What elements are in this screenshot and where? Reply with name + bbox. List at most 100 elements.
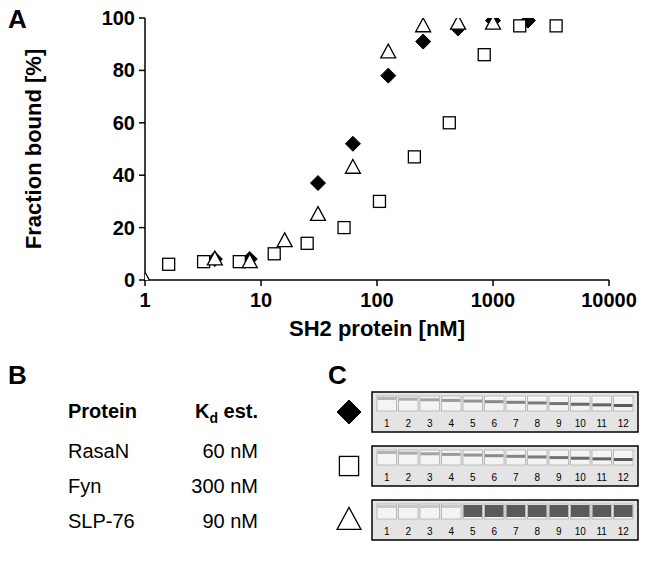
y-tick-label: 100 <box>102 7 135 29</box>
point <box>381 68 396 83</box>
y-axis-label: Fraction bound [%] <box>21 49 46 249</box>
gel-lane <box>399 504 419 519</box>
gel-band <box>528 455 547 458</box>
x-tick <box>376 280 378 286</box>
lane-label: 9 <box>556 472 562 483</box>
gel-lane <box>420 504 440 519</box>
lane-label: 6 <box>491 418 497 429</box>
panel-label: A <box>8 4 27 34</box>
lane-label: 9 <box>556 526 562 537</box>
y-tick <box>139 17 145 19</box>
gel-lane <box>485 396 505 411</box>
x-tick <box>492 280 494 286</box>
gel-band <box>571 505 590 517</box>
gel-lane <box>485 504 505 519</box>
gel-band <box>464 454 483 457</box>
header-part: K <box>195 400 210 422</box>
lane-label: 5 <box>470 526 476 537</box>
gel-panel: 1234567891011121234567891011121234567891… <box>337 392 638 540</box>
gel-lane <box>528 396 548 411</box>
marks <box>145 18 562 280</box>
series <box>207 18 535 267</box>
gel-band <box>550 402 569 405</box>
point <box>311 207 326 221</box>
x-tick <box>608 280 610 286</box>
gel-band <box>378 451 397 454</box>
gel-lane <box>614 504 634 519</box>
gel-lane <box>399 396 419 411</box>
gel-band <box>593 403 612 406</box>
lane-label: 2 <box>405 472 411 483</box>
lane-label: 7 <box>513 472 519 483</box>
table-header: Protein <box>68 400 137 422</box>
point <box>451 18 466 29</box>
gel-lane <box>506 396 526 411</box>
point <box>198 256 210 268</box>
gel-lane <box>614 396 634 411</box>
lane-label: 7 <box>513 418 519 429</box>
gel-band <box>442 505 461 508</box>
lane-label: 11 <box>597 418 608 429</box>
gel-row-symbol <box>337 507 361 529</box>
point <box>345 159 360 173</box>
lane-label: 6 <box>491 526 497 537</box>
panel-label: C <box>328 360 347 390</box>
point <box>514 20 526 32</box>
y-tick <box>139 227 145 229</box>
gel-band <box>507 455 526 458</box>
table-cell: 90 nM <box>202 510 258 532</box>
point <box>338 222 350 234</box>
gel-lane <box>592 396 612 411</box>
gel-lane <box>463 396 483 411</box>
series <box>163 20 562 270</box>
gel-band <box>507 505 526 517</box>
gel-band <box>378 505 397 508</box>
lane-label: 8 <box>534 472 540 483</box>
point <box>277 233 292 247</box>
gel-band <box>464 505 483 517</box>
gel-lane <box>528 504 548 519</box>
point <box>345 136 360 151</box>
lane-label: 8 <box>534 418 540 429</box>
y-tick-label: 60 <box>113 112 135 134</box>
point <box>550 20 562 32</box>
gel-frame <box>372 500 638 540</box>
gel-band <box>399 398 418 401</box>
gel-band <box>593 505 612 517</box>
gel-lane <box>614 450 634 465</box>
x-tick-label: 10 <box>250 289 272 311</box>
gel-band <box>528 505 547 517</box>
series <box>145 18 500 280</box>
gel-lane <box>377 396 397 411</box>
lane-label: 4 <box>448 418 454 429</box>
table-header: Kd est. <box>195 400 258 426</box>
point <box>310 176 325 191</box>
gel-band <box>485 505 504 517</box>
point <box>416 18 431 32</box>
lane-label: 3 <box>427 418 433 429</box>
gel-band <box>550 456 569 459</box>
gel-band <box>614 505 633 517</box>
lane-label: 1 <box>384 418 390 429</box>
lane-label: 10 <box>575 418 587 429</box>
point <box>443 117 455 129</box>
y-tick <box>139 174 145 176</box>
gel-band <box>485 400 504 403</box>
table-cell: 60 nM <box>202 440 258 462</box>
lane-label: 1 <box>384 526 390 537</box>
lane-label: 4 <box>448 472 454 483</box>
point <box>373 195 385 207</box>
gel-frame <box>372 392 638 432</box>
gel-lane <box>442 450 462 465</box>
table-cell: SLP-76 <box>68 510 135 532</box>
gel-band <box>485 454 504 457</box>
gel-band <box>614 458 633 461</box>
y-tick-label: 40 <box>113 164 135 186</box>
table-cell: RasaN <box>68 440 129 462</box>
gel-band <box>442 399 461 402</box>
point <box>486 18 501 29</box>
lane-label: 3 <box>427 526 433 537</box>
point <box>381 44 396 58</box>
lane-label: 1 <box>384 472 390 483</box>
y-tick-label: 0 <box>124 269 135 291</box>
